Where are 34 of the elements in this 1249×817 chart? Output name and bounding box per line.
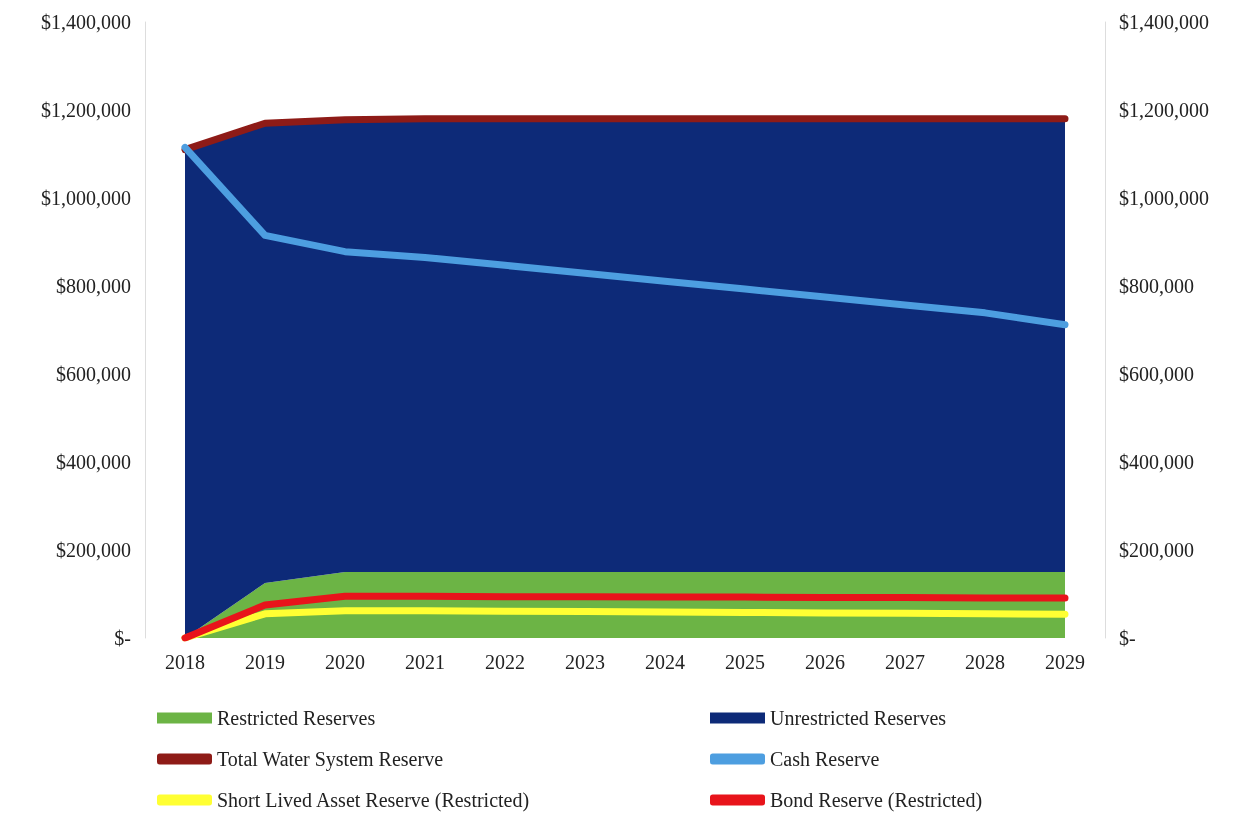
y2-tick-label: $600,000 — [1119, 363, 1194, 385]
x-tick-label: 2020 — [325, 651, 365, 673]
y-tick-label: $- — [114, 627, 131, 649]
legend-label: Cash Reserve — [770, 748, 880, 770]
x-tick-label: 2022 — [485, 651, 525, 673]
x-tick-label: 2024 — [645, 651, 685, 673]
x-tick-label: 2021 — [405, 651, 445, 673]
legend-label: Short Lived Asset Reserve (Restricted) — [217, 789, 530, 812]
y-tick-label: $200,000 — [56, 539, 131, 561]
x-tick-label: 2027 — [885, 651, 925, 673]
x-tick-label: 2025 — [725, 651, 765, 673]
y-tick-label: $1,000,000 — [41, 187, 131, 209]
x-tick-label: 2023 — [565, 651, 605, 673]
y-tick-label: $800,000 — [56, 275, 131, 297]
y2-tick-label: $200,000 — [1119, 539, 1194, 561]
legend-label: Restricted Reserves — [217, 707, 376, 729]
y-tick-label: $400,000 — [56, 451, 131, 473]
y2-tick-label: $1,200,000 — [1119, 99, 1209, 121]
y2-tick-label: $1,400,000 — [1119, 11, 1209, 33]
y2-tick-label: $800,000 — [1119, 275, 1194, 297]
y2-tick-label: $400,000 — [1119, 451, 1194, 473]
y2-tick-label: $- — [1119, 627, 1136, 649]
x-tick-label: 2026 — [805, 651, 845, 673]
legend-label: Total Water System Reserve — [217, 748, 444, 771]
x-tick-label: 2019 — [245, 651, 285, 673]
x-tick-label: 2028 — [965, 651, 1005, 673]
x-tick-label: 2018 — [165, 651, 205, 673]
y-tick-label: $1,400,000 — [41, 11, 131, 33]
y-tick-label: $1,200,000 — [41, 99, 131, 121]
y2-tick-label: $1,000,000 — [1119, 187, 1209, 209]
y-tick-label: $600,000 — [56, 363, 131, 385]
legend-label: Unrestricted Reserves — [770, 707, 947, 729]
legend-label: Bond Reserve (Restricted) — [770, 789, 983, 812]
x-tick-label: 2029 — [1045, 651, 1085, 673]
